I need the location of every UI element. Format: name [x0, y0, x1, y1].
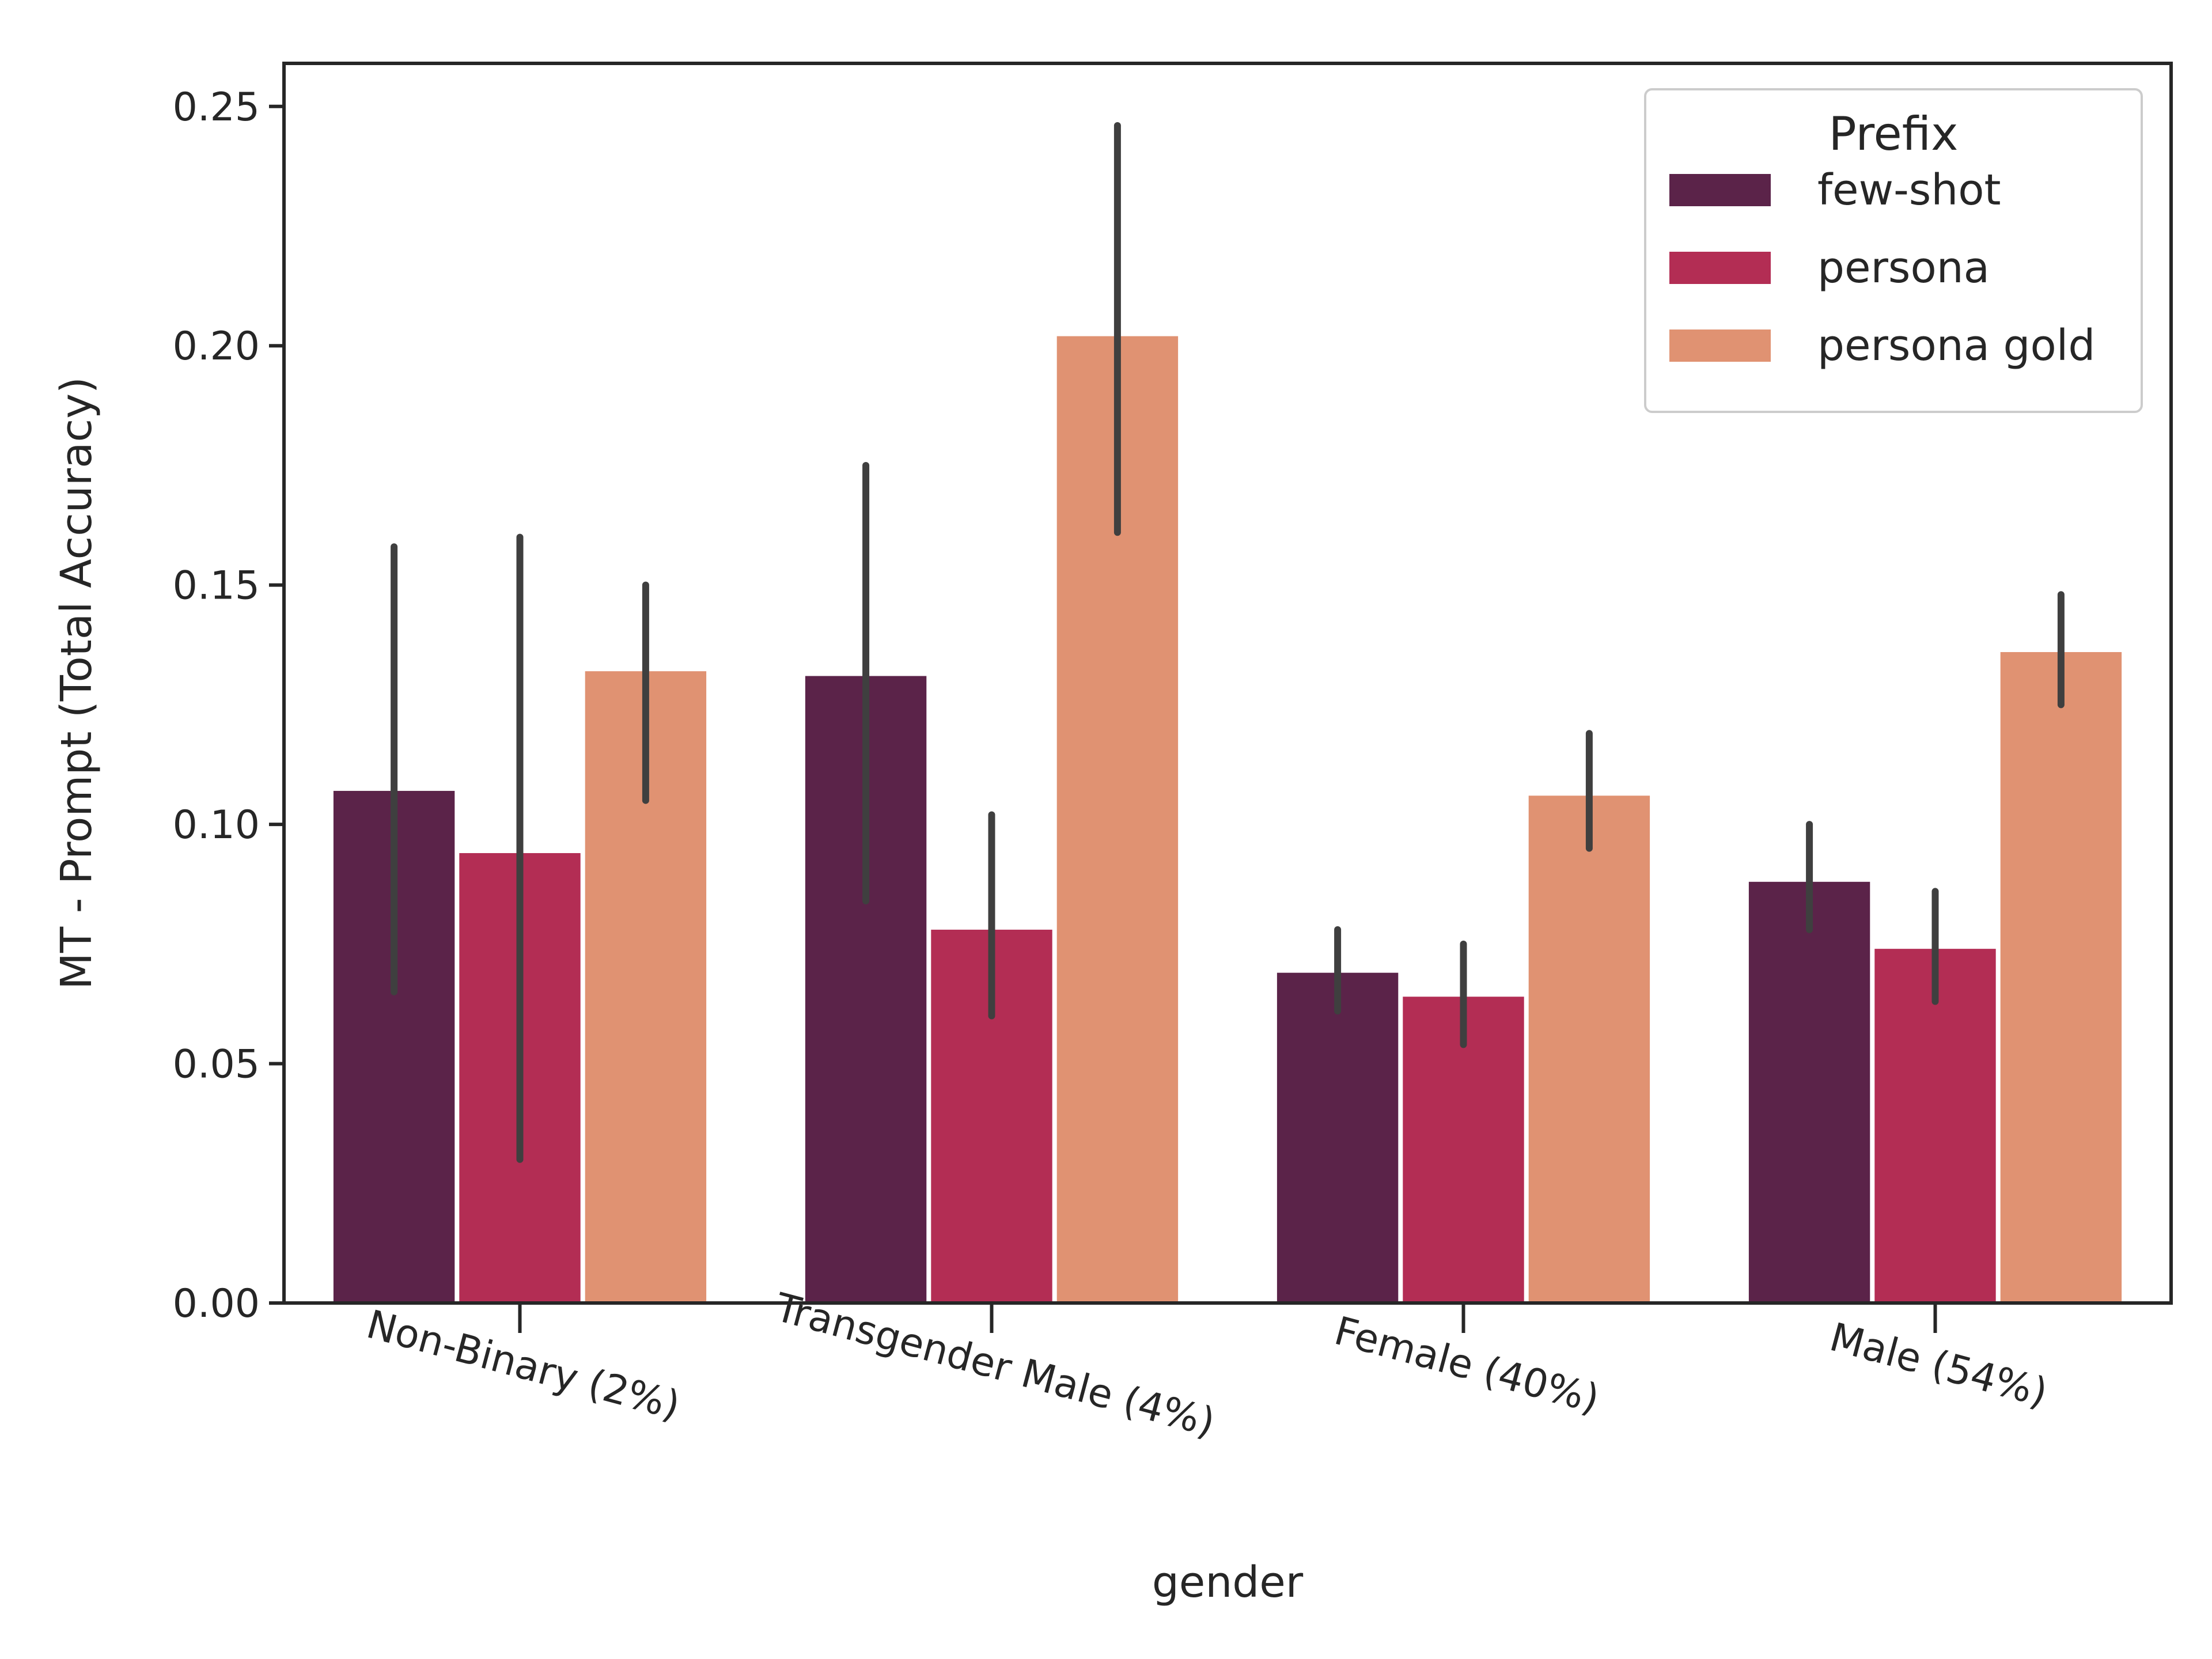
y-tick-label: 0.20 — [173, 324, 260, 369]
bar-persona-gold-male-54 — [2000, 652, 2122, 1303]
legend: Prefix few-shot persona persona gold — [1644, 88, 2143, 413]
legend-title: Prefix — [1829, 107, 1959, 161]
bars-layer — [333, 336, 2122, 1303]
bar-persona-gold-female-40 — [1528, 796, 1650, 1303]
x-axis-label: gender — [1152, 1558, 1304, 1607]
legend-items: few-shot persona persona gold — [1669, 165, 2095, 370]
bar-persona-male-54 — [1874, 949, 1996, 1303]
y-axis-label: MT - Prompt (Total Accuracy) — [52, 377, 101, 990]
legend-label-persona-gold: persona gold — [1817, 321, 2095, 370]
y-tick-label: 0.05 — [173, 1042, 260, 1088]
legend-label-persona: persona — [1817, 243, 1990, 293]
y-tick-label: 0.15 — [173, 563, 260, 609]
y-tick-label: 0.25 — [173, 85, 260, 130]
legend-swatch-few-shot — [1669, 174, 1771, 206]
bar-few-shot-male-54 — [1748, 881, 1870, 1303]
y-tick-label: 0.10 — [173, 802, 260, 848]
legend-swatch-persona-gold — [1669, 329, 1771, 362]
plot-frame — [282, 62, 2173, 1305]
legend-swatch-persona — [1669, 252, 1771, 284]
error-bars-layer — [391, 122, 2065, 1163]
y-tick-label: 0.00 — [173, 1281, 260, 1327]
bar-few-shot-female-40 — [1277, 972, 1399, 1303]
legend-label-few-shot: few-shot — [1817, 165, 2001, 215]
y-axis: 0.00 0.05 0.10 0.15 0.20 0.25 — [173, 85, 284, 1327]
